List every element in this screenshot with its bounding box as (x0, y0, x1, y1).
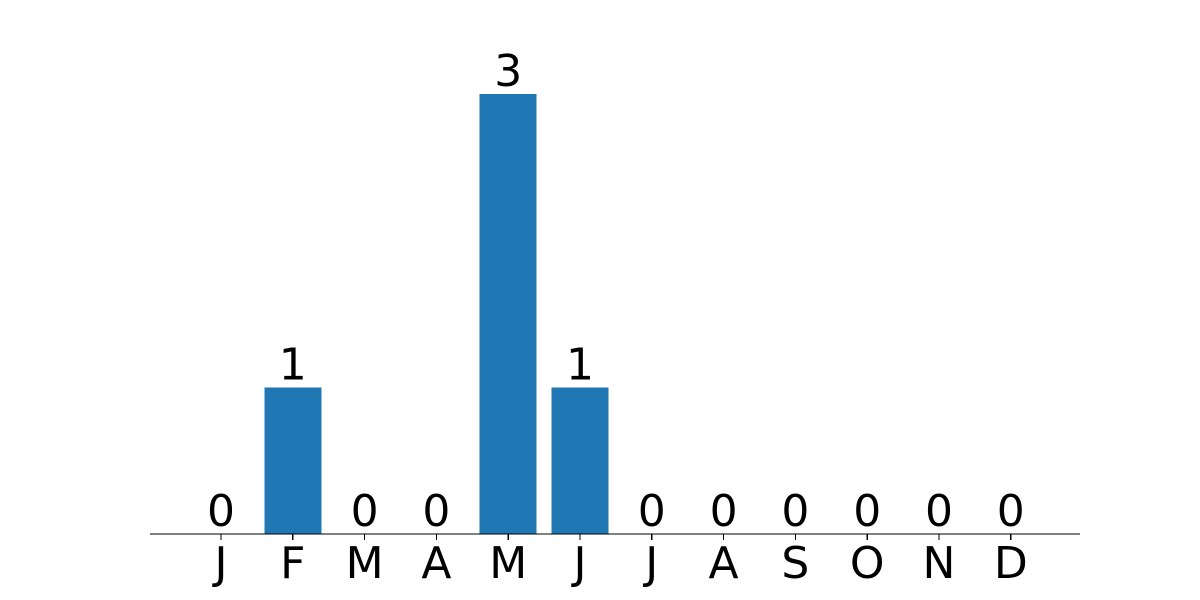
value-label-6: 1 (566, 339, 594, 390)
value-label-8: 0 (710, 486, 738, 537)
value-label-3: 0 (351, 486, 379, 537)
bar-2 (264, 387, 322, 534)
x-tick-label-8: A (709, 538, 739, 589)
x-tick-label-10: O (850, 538, 885, 589)
value-label-9: 0 (781, 486, 809, 537)
value-label-2: 1 (279, 339, 307, 390)
value-label-10: 0 (853, 486, 881, 537)
value-label-12: 0 (997, 486, 1025, 537)
value-label-5: 3 (494, 46, 522, 97)
x-tick-label-6: J (571, 538, 587, 589)
x-tick-label-2: F (280, 538, 305, 589)
value-label-7: 0 (638, 486, 666, 537)
value-label-11: 0 (925, 486, 953, 537)
x-tick-label-11: N (923, 538, 956, 589)
x-tick-label-9: S (781, 538, 809, 589)
x-tick-label-1: J (212, 538, 228, 589)
x-tick-label-12: D (994, 538, 1028, 589)
value-label-1: 0 (207, 486, 235, 537)
bar-5 (479, 94, 537, 534)
x-tick-label-3: M (346, 538, 384, 589)
x-tick-label-7: J (642, 538, 658, 589)
bar-6 (551, 387, 609, 534)
x-tick-label-5: M (489, 538, 527, 589)
bars-layer (264, 94, 609, 534)
value-label-4: 0 (422, 486, 450, 537)
x-tick-label-4: A (421, 538, 451, 589)
